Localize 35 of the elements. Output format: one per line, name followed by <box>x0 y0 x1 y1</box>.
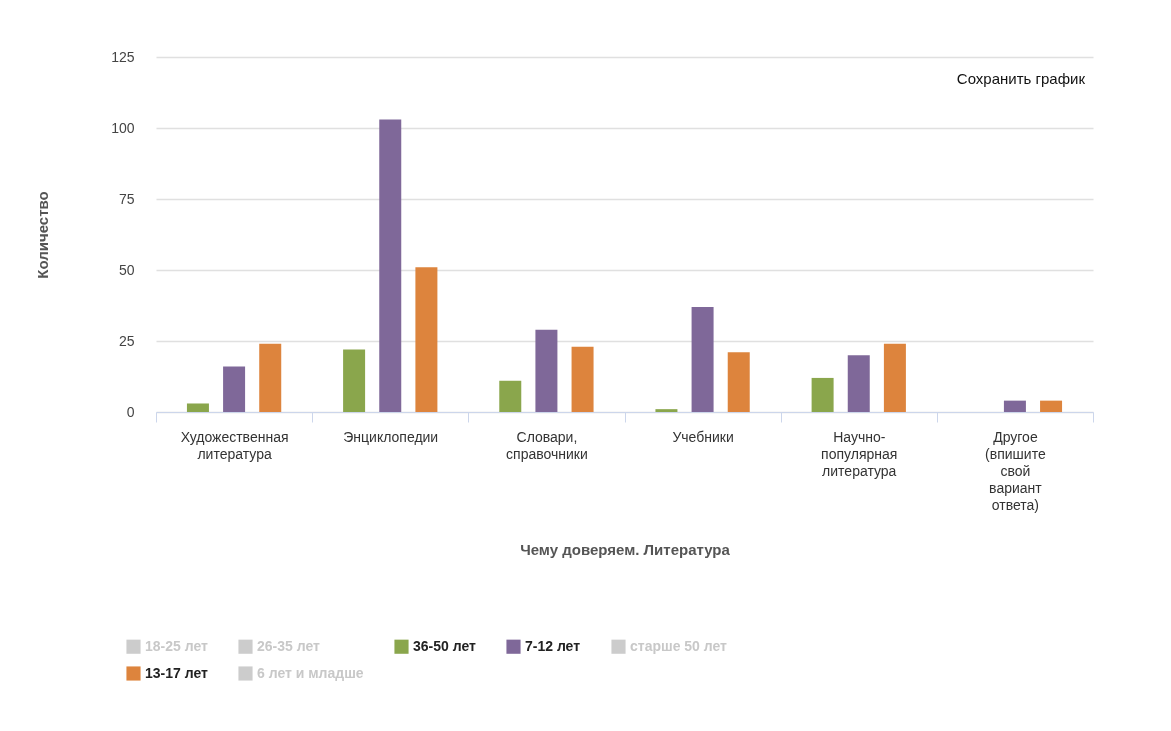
annotation: Сохранить график <box>956 70 1086 87</box>
legend-label: 13-17 лет <box>145 664 209 681</box>
x-tick-label: Художественная литература <box>180 428 289 462</box>
bar <box>535 329 558 412</box>
x-tick-label: Энциклопедии <box>343 428 439 445</box>
bar <box>571 346 594 412</box>
bar <box>223 366 246 412</box>
bar <box>727 352 750 412</box>
y-tick-label: 100 <box>111 119 135 136</box>
bar <box>691 306 714 412</box>
legend-label: 7-12 лет <box>525 637 581 654</box>
bar <box>343 349 366 412</box>
bar <box>259 343 282 412</box>
x-tick-label: Учебники <box>672 428 734 445</box>
bar <box>1003 400 1026 412</box>
bar <box>415 267 438 412</box>
y-tick-label: 125 <box>111 48 135 65</box>
y-tick-label: 75 <box>118 190 135 207</box>
bar <box>655 409 678 412</box>
x-tick-label: Научно-популярная литература <box>821 428 898 479</box>
bar <box>499 380 522 412</box>
bar <box>883 343 906 412</box>
x-tick-label: Словари, справочники <box>506 428 588 462</box>
bar <box>811 377 834 412</box>
y-tick-label: 25 <box>118 332 135 349</box>
y-axis-title: Количество <box>34 191 52 279</box>
bar <box>379 119 402 412</box>
bar <box>847 355 870 412</box>
y-tick-label: 50 <box>118 261 135 278</box>
bar <box>1040 400 1063 412</box>
x-tick-label: Другое (впишите свой вариант ответа) <box>985 428 1046 513</box>
legend-label: 36-50 лет <box>413 637 477 654</box>
y-tick-label: 0 <box>126 403 135 420</box>
bar <box>186 403 209 412</box>
x-axis-title: Чему доверяем. Литература <box>520 540 731 558</box>
